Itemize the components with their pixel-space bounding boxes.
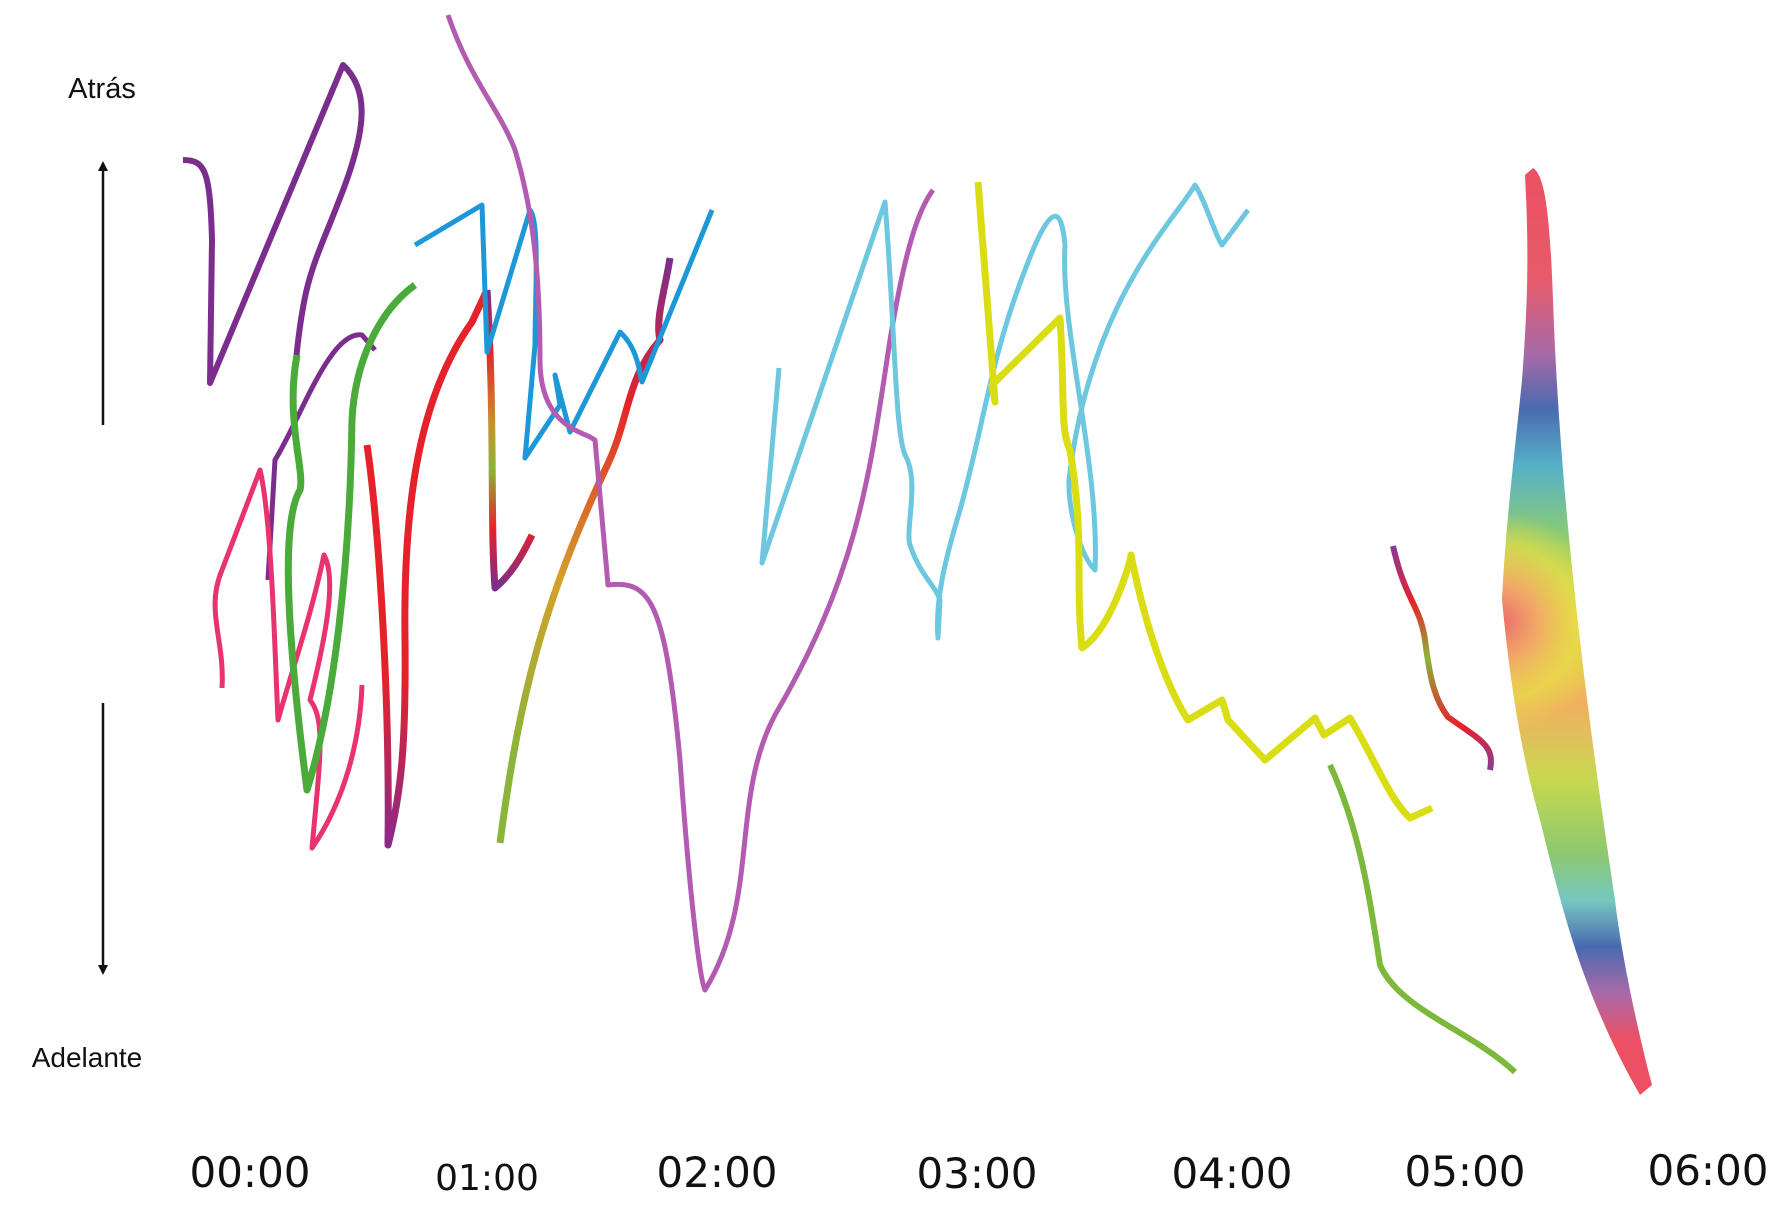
time-tick-1: 01:00	[435, 1158, 539, 1199]
time-tick-2: 02:00	[656, 1148, 777, 1197]
trajectory-multi-1	[483, 289, 536, 592]
time-tick-0: 00:00	[189, 1148, 310, 1197]
vertical-axis: Atrás Adelante	[32, 73, 143, 1073]
time-tick-3: 03:00	[916, 1149, 1037, 1198]
trajectory-olive-green	[1327, 763, 1518, 1075]
trajectory-blue	[413, 202, 715, 461]
time-axis: 00:00 01:00 02:00 03:00 04:00 05:00 06:0…	[189, 1146, 1768, 1199]
trajectory-multi-2	[496, 257, 674, 844]
trajectory-orchid	[445, 14, 936, 993]
trajectory-purple-2	[265, 332, 377, 581]
axis-label-bottom: Adelante	[32, 1042, 143, 1073]
time-tick-4: 04:00	[1171, 1149, 1292, 1198]
trajectory-green	[284, 282, 418, 794]
spindle-core-glow	[1502, 168, 1652, 1095]
axis-label-top: Atrás	[68, 73, 136, 105]
trajectory-lines	[182, 14, 1652, 1095]
trajectory-pink	[212, 467, 365, 851]
trajectory-purple-1	[182, 62, 365, 386]
trajectory-light-blue-1	[759, 182, 1251, 641]
trajectory-small-multi	[1390, 545, 1494, 771]
trajectory-red-purple	[363, 288, 491, 849]
time-tick-5: 05:00	[1404, 1147, 1525, 1196]
trajectory-yellow	[974, 181, 1434, 822]
time-tick-6: 06:00	[1647, 1146, 1768, 1195]
